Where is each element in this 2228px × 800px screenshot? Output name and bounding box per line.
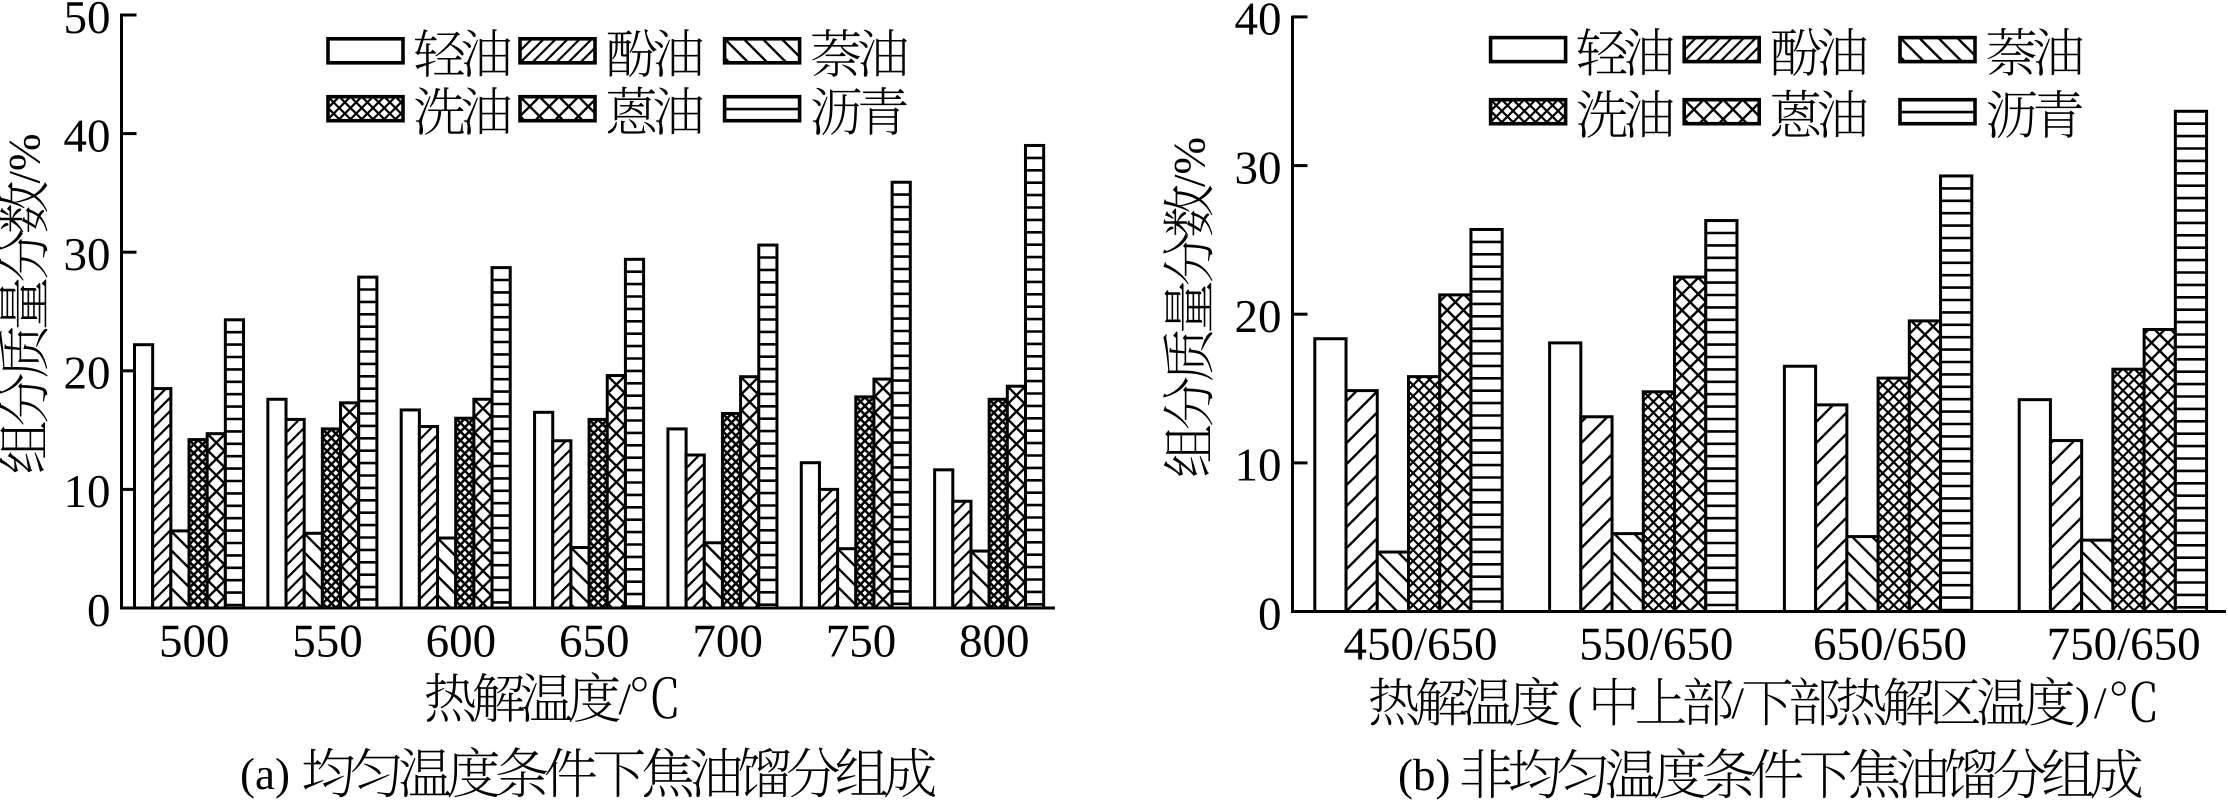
svg-text:10: 10 [1235, 440, 1282, 492]
svg-text:550/650: 550/650 [1579, 618, 1733, 670]
svg-text:20: 20 [1235, 291, 1282, 343]
svg-text:50: 50 [64, 0, 111, 44]
svg-text:(b): (b) [1398, 750, 1450, 800]
svg-text:30: 30 [1235, 142, 1282, 194]
svg-text:0: 0 [87, 585, 111, 637]
svg-text:550: 550 [292, 615, 363, 667]
svg-text:750: 750 [826, 615, 897, 667]
svg-text:450/650: 450/650 [1343, 618, 1497, 670]
svg-text:750/650: 750/650 [2047, 618, 2201, 670]
svg-text:/%: /% [0, 134, 50, 184]
svg-text:40: 40 [1235, 0, 1282, 46]
svg-text:10: 10 [64, 466, 111, 518]
svg-text:500: 500 [159, 615, 230, 667]
svg-text:800: 800 [959, 615, 1030, 667]
svg-text:(a): (a) [240, 749, 290, 799]
svg-text:20: 20 [64, 348, 111, 400]
svg-text:/: / [619, 674, 632, 724]
svg-text:40: 40 [64, 110, 111, 162]
svg-text:600: 600 [426, 615, 497, 667]
svg-text:/%: /% [1165, 137, 1215, 187]
svg-text:30: 30 [64, 229, 111, 281]
svg-text:0: 0 [1258, 588, 1282, 640]
svg-text:/: / [1732, 678, 1745, 728]
svg-text:): ) [2075, 678, 2090, 728]
svg-text:(: ( [1568, 678, 1583, 728]
svg-text:700: 700 [692, 615, 763, 667]
svg-text:/: / [2094, 678, 2107, 728]
svg-text:650: 650 [559, 615, 630, 667]
svg-text:650/650: 650/650 [1813, 618, 1967, 670]
